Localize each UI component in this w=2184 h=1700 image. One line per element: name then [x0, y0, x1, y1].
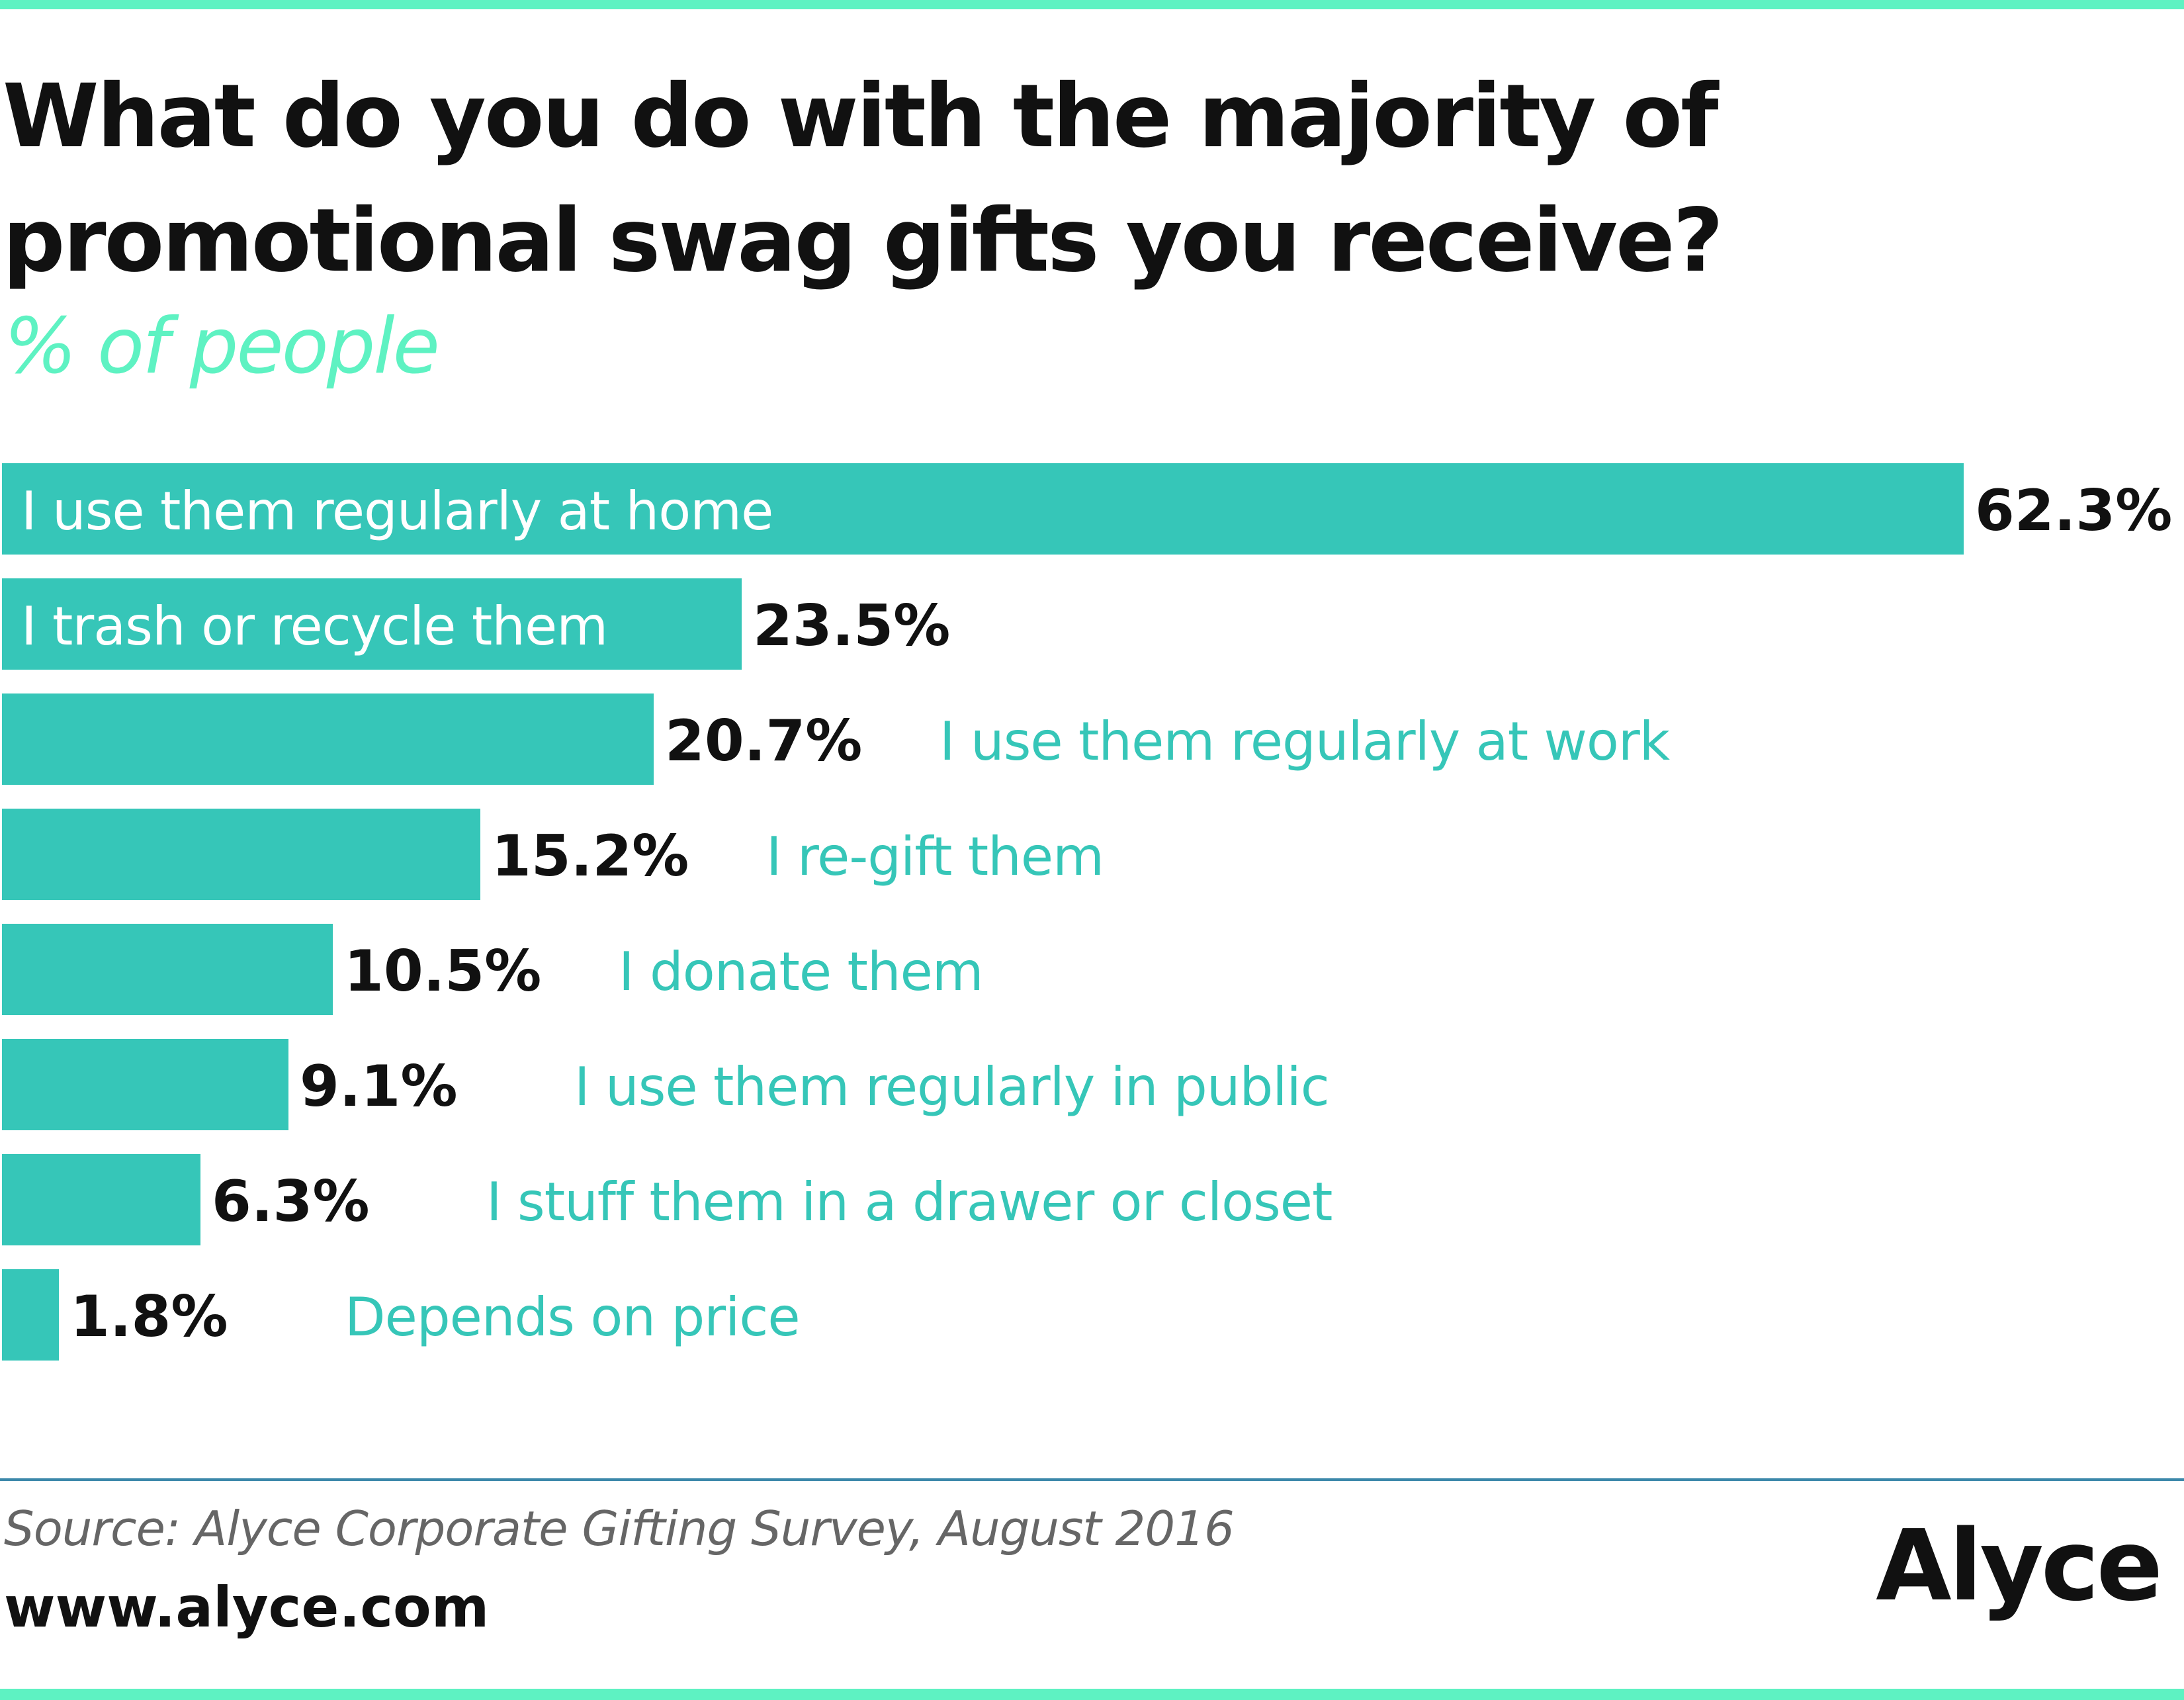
footer-divider: [0, 1478, 2184, 1481]
value-label: 23.5%: [753, 593, 951, 659]
source-note: Source: Alyce Corporate Gifting Survey, …: [4, 1501, 1235, 1556]
category-label: Depends on price: [345, 1286, 801, 1348]
value-label: 10.5%: [344, 938, 542, 1005]
value-label: 15.2%: [492, 823, 689, 889]
bar: [2, 693, 654, 785]
category-label: I trash or recycle them: [21, 596, 608, 657]
value-label: 6.3%: [212, 1169, 370, 1235]
category-label: I use them regularly in public: [574, 1056, 1330, 1118]
bar: [2, 1039, 288, 1130]
category-label: I use them regularly at home: [21, 480, 773, 542]
website-link[interactable]: www.alyce.com: [4, 1575, 490, 1640]
value-label: 1.8%: [70, 1284, 228, 1350]
category-label: I re-gift them: [766, 826, 1104, 887]
bottom-accent-line: [0, 1689, 2184, 1700]
bar: [2, 1154, 200, 1245]
bar: [2, 809, 480, 900]
value-label: 20.7%: [665, 708, 863, 774]
bar: [2, 924, 333, 1015]
bar: [2, 1269, 59, 1361]
top-accent-line: [0, 0, 2184, 9]
category-label: I donate them: [619, 941, 984, 1003]
chart-title: What do you do with the majority of prom…: [3, 66, 1724, 292]
category-label: I use them regularly at work: [939, 711, 1670, 772]
category-label: I stuff them in a drawer or closet: [486, 1171, 1332, 1233]
chart-subtitle: % of people: [4, 302, 440, 391]
bar: [2, 578, 742, 670]
value-label: 9.1%: [300, 1053, 458, 1120]
alyce-logo: Alyce: [1876, 1509, 2163, 1623]
bar: [2, 463, 1964, 555]
value-label: 62.3%: [1975, 478, 2173, 544]
